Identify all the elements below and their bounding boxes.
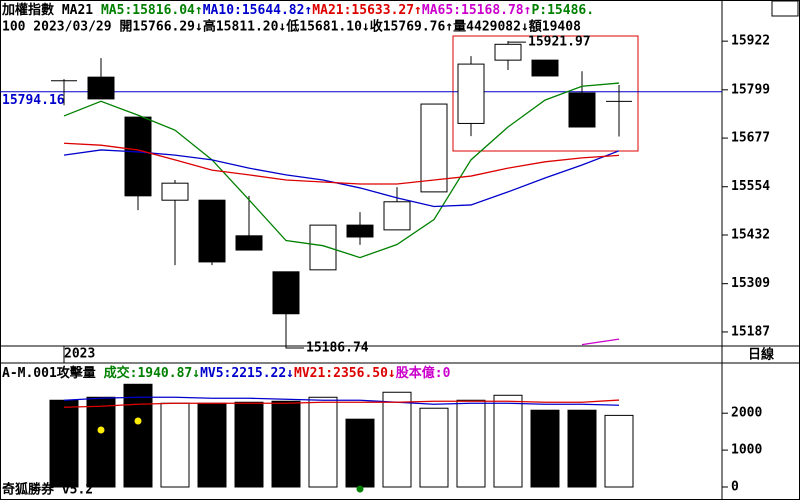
candle-body <box>457 63 485 124</box>
annotation: 15186.74 <box>306 341 369 356</box>
header-item: 加權指數 MA21 <box>1 2 101 18</box>
candle-body <box>531 59 559 77</box>
volume-bar <box>123 383 153 488</box>
highlight-box <box>452 35 639 152</box>
candle-body <box>272 271 300 315</box>
volume-bar <box>160 402 190 488</box>
volume-bar <box>567 409 597 488</box>
y-tick-label: 15922 <box>731 34 770 49</box>
signal-dot <box>97 426 105 434</box>
volume-bar <box>419 407 449 488</box>
header-item: MA21:15633.27↑ <box>312 3 422 18</box>
period-label: 日線 <box>748 347 775 363</box>
window-button[interactable] <box>771 0 799 17</box>
volume-bar <box>197 402 227 488</box>
volume-bar <box>86 396 116 488</box>
header-line-1: 加權指數 MA21 MA5:15816.04↑MA10:15644.82↑MA2… <box>1 2 594 18</box>
volume-bar <box>382 391 412 488</box>
y-tick-label: 15677 <box>731 131 770 146</box>
header-item: 股本億:0 <box>396 365 451 381</box>
candle-body <box>494 43 522 61</box>
y-tick-label: 15187 <box>731 324 770 339</box>
header-item: P:15486. <box>531 3 594 18</box>
volume-bar <box>493 394 523 488</box>
annotation-leader <box>507 41 526 43</box>
y-tick-label: 2000 <box>731 406 762 421</box>
y-tick-label: 15554 <box>731 179 770 194</box>
header-item: MA10:15644.82↑ <box>203 3 313 18</box>
ma-line <box>63 82 620 259</box>
volume-header: A-M.001攻擊量 成交:1940.87↓MV5:2215.22↓MV21:2… <box>2 365 451 381</box>
volume-bar <box>308 396 338 488</box>
ma-line <box>63 399 620 408</box>
candle-body <box>383 201 411 231</box>
volume-bar <box>604 414 634 488</box>
signal-dot <box>134 417 142 425</box>
header-item: MA5:15816.04↑ <box>101 3 203 18</box>
volume-bar <box>530 409 560 488</box>
volume-bar <box>345 418 375 488</box>
volume-bar <box>49 399 79 488</box>
candle-body <box>346 224 374 238</box>
volume-bar <box>456 399 486 488</box>
annotation-leader <box>285 332 304 349</box>
header-line-2: 100 2023/03/29 開15766.29↓高15811.20↓低1568… <box>2 19 581 35</box>
reference-label: 15794.16 <box>2 93 65 108</box>
candle-body <box>124 116 152 197</box>
ma-line <box>581 338 620 346</box>
candle-body <box>309 224 337 271</box>
y-tick-label: 1000 <box>731 443 762 458</box>
candle-body <box>568 92 596 128</box>
ma-line <box>63 149 620 208</box>
annotation: 15921.97 <box>528 35 591 50</box>
y-tick-label: 0 <box>731 480 739 495</box>
volume-bar <box>234 401 264 488</box>
header-item: MV5:2215.22↓ <box>200 366 294 381</box>
volume-bar <box>271 400 301 488</box>
candle-body <box>420 103 448 193</box>
candle-body <box>198 199 226 263</box>
header-item: A-M.001攻擊量 <box>2 365 104 381</box>
ma-line <box>63 396 620 406</box>
y-tick-label: 15309 <box>731 276 770 291</box>
candle-body <box>161 182 189 201</box>
ma-line <box>63 142 620 185</box>
footer: 奇狐勝券 v5.2 <box>2 482 93 498</box>
signal-dot <box>356 485 364 493</box>
y-tick-label: 15799 <box>731 82 770 97</box>
candle-body <box>87 76 115 100</box>
candle-body <box>235 235 263 251</box>
year-label: 2023 <box>64 347 95 362</box>
header-item: MA65:15168.78↑ <box>422 3 532 18</box>
y-tick-label: 15432 <box>731 228 770 243</box>
header-item: 成交:1940.87↓ <box>104 365 200 381</box>
header-item: MV21:2356.50↓ <box>294 366 396 381</box>
